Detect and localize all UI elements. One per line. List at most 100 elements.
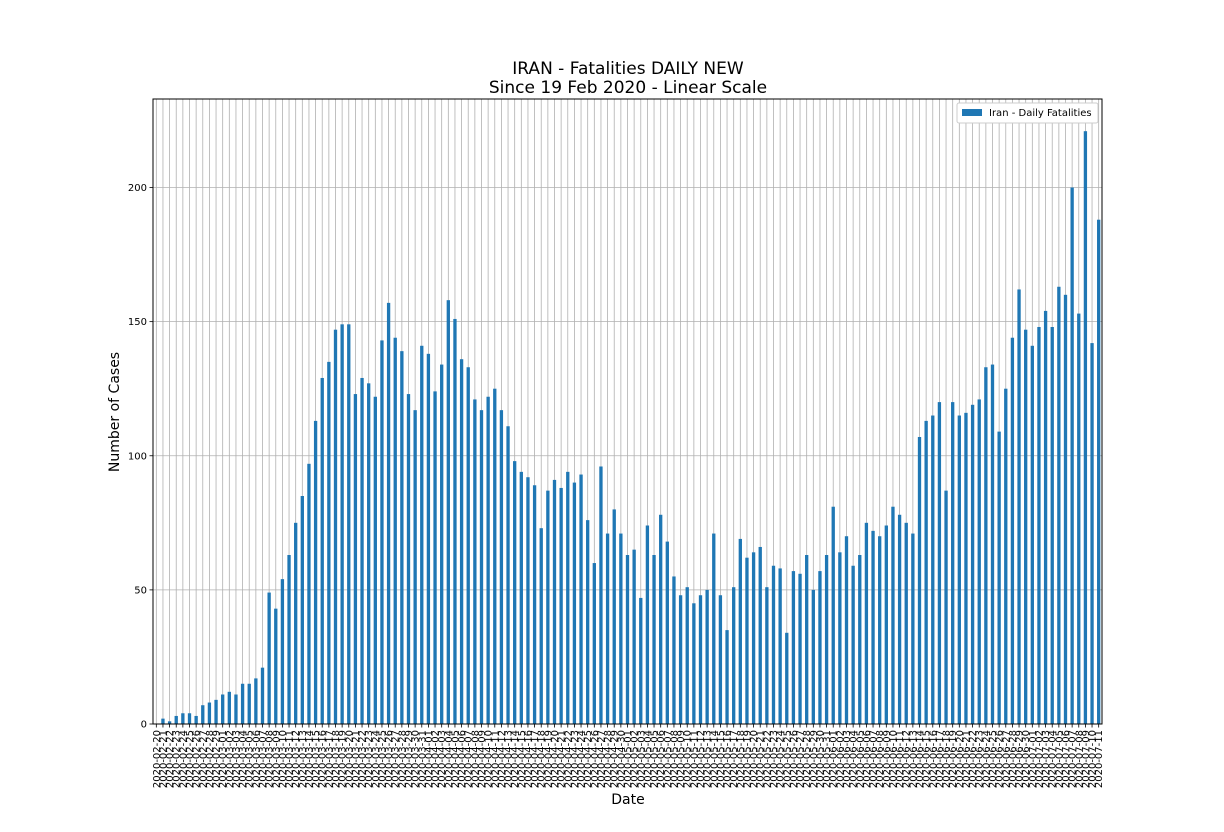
x-tick-label: 2020-05-30 [815, 730, 826, 788]
x-tick-label: 2020-05-24 [776, 730, 787, 788]
bar [393, 337, 397, 724]
bar [599, 466, 603, 724]
x-tick-label: 2020-06-08 [875, 730, 886, 788]
x-tick-label: 2020-05-05 [650, 730, 661, 788]
x-tick-label: 2020-07-04 [1048, 730, 1059, 788]
x-tick-label: 2020-06-02 [835, 730, 846, 788]
x-tick-label: 2020-07-02 [1034, 730, 1045, 788]
bar [798, 573, 802, 724]
x-tick-label: 2020-03-16 [318, 730, 329, 788]
bar [1024, 329, 1028, 724]
y-tick-label: 100 [128, 451, 147, 462]
bar [970, 404, 975, 724]
bar [685, 587, 689, 724]
x-tick-label: 2020-03-05 [245, 730, 256, 788]
x-tick-label: 2020-06-26 [995, 730, 1006, 788]
x-tick-label: 2020-06-06 [862, 730, 873, 788]
x-tick-label: 2020-04-17 [530, 730, 541, 788]
x-tick-label: 2020-04-02 [431, 730, 442, 788]
x-tick-label: 2020-04-15 [517, 730, 528, 788]
x-tick-label: 2020-04-08 [470, 730, 481, 788]
x-tick-label: 2020-06-13 [908, 730, 919, 788]
bar [201, 705, 205, 724]
x-tick-label: 2020-03-19 [338, 730, 349, 788]
bar [466, 367, 470, 724]
x-tick-label: 2020-04-21 [557, 730, 568, 788]
x-tick-label: 2020-02-23 [172, 730, 183, 788]
bar [751, 552, 756, 724]
x-tick-label: 2020-03-31 [417, 730, 428, 788]
bar [539, 528, 543, 724]
x-tick-label: 2020-05-26 [789, 730, 800, 788]
bar [214, 699, 218, 724]
bar [619, 533, 623, 724]
x-tick-label: 2020-04-13 [504, 730, 515, 788]
bar [1004, 388, 1008, 724]
x-tick-label: 2020-04-27 [596, 730, 607, 788]
x-tick-label: 2020-05-02 [630, 730, 641, 788]
x-tick-label: 2020-04-10 [484, 730, 495, 788]
bar [652, 555, 656, 724]
x-tick-label: 2020-04-06 [457, 730, 468, 788]
bar [400, 351, 404, 724]
bar [174, 715, 178, 724]
bar [738, 538, 742, 724]
x-tick-label: 2020-03-10 [278, 730, 289, 788]
x-tick-label: 2020-06-04 [849, 730, 860, 788]
x-tick-label: 2020-04-05 [450, 730, 461, 788]
x-tick-label: 2020-05-21 [756, 730, 767, 788]
x-tick-label: 2020-04-18 [537, 730, 548, 788]
x-tick-label: 2020-04-20 [550, 730, 561, 788]
bar [1030, 345, 1034, 724]
bar [712, 533, 716, 724]
legend-label: Iran - Daily Fatalities [989, 108, 1092, 119]
x-tick-label: 2020-04-03 [437, 730, 448, 788]
bar [519, 471, 523, 724]
y-axis-ticks: 0 50 100 150 200 [128, 183, 153, 731]
x-tick-label: 2020-04-12 [497, 730, 508, 788]
x-tick-label: 2020-03-01 [218, 730, 229, 788]
x-tick-label: 2020-04-04 [444, 730, 455, 788]
x-tick-label: 2020-04-26 [590, 730, 601, 788]
bar [818, 571, 822, 724]
bar [360, 377, 364, 724]
bar [426, 353, 431, 724]
x-tick-label: 2020-06-19 [948, 730, 959, 788]
bar [294, 522, 298, 724]
bar [446, 300, 450, 724]
x-tick-label: 2020-06-27 [1001, 730, 1012, 788]
x-tick-label: 2020-04-19 [543, 730, 554, 788]
bar [771, 565, 776, 724]
x-tick-label: 2020-06-12 [902, 730, 913, 788]
x-tick-label: 2020-05-22 [762, 730, 773, 788]
bar [858, 555, 862, 724]
x-tick-label: 2020-06-29 [1015, 730, 1026, 788]
bar [765, 587, 769, 724]
bar [181, 713, 185, 724]
bar [884, 525, 888, 724]
x-tick-label: 2020-06-05 [855, 730, 866, 788]
bar [1063, 294, 1068, 724]
x-tick-label: 2020-03-04 [238, 730, 249, 788]
x-tick-label: 2020-05-19 [742, 730, 753, 788]
bar [473, 399, 477, 724]
x-tick-label: 2020-03-20 [344, 730, 355, 788]
bar [433, 391, 437, 724]
bar [944, 490, 948, 724]
x-tick-label: 2020-06-09 [882, 730, 893, 788]
x-tick-label: 2020-02-26 [192, 730, 203, 788]
bar [267, 592, 271, 724]
x-tick-label: 2020-04-25 [583, 730, 594, 788]
bar [692, 603, 696, 724]
bar [931, 415, 935, 724]
bar [924, 420, 928, 724]
x-tick-label: 2020-03-27 [391, 730, 402, 788]
y-tick-label: 0 [141, 720, 147, 731]
bar [871, 530, 875, 724]
bar [440, 364, 444, 724]
x-tick-label: 2020-03-13 [298, 730, 309, 788]
bar [353, 394, 358, 724]
bar [831, 506, 835, 724]
